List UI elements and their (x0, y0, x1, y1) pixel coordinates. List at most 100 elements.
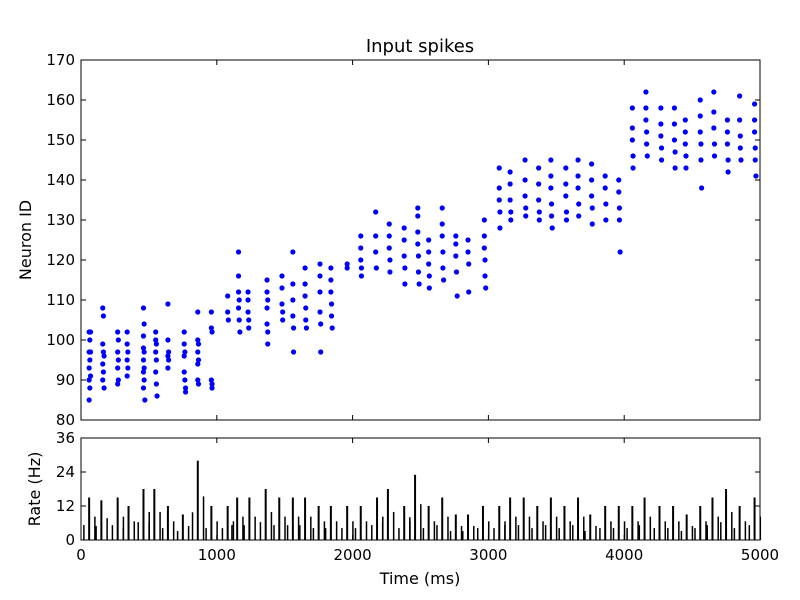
spike-point (576, 201, 582, 207)
rate-y-tick-label: 12 (56, 497, 75, 515)
spike-point (426, 261, 432, 267)
spike-point (208, 309, 214, 315)
rate-bar-secondary (705, 521, 707, 540)
rate-bar-secondary (649, 516, 652, 540)
rate-bar-secondary (83, 525, 85, 540)
spike-point (264, 305, 270, 311)
spike-point (302, 293, 308, 299)
spike-point (141, 349, 147, 355)
rate-bar-secondary (584, 531, 586, 540)
spike-point (165, 365, 171, 371)
rate-bar (329, 506, 332, 540)
rate-bar-secondary (544, 525, 547, 540)
rate-bar-secondary (637, 521, 639, 540)
rate-bar-secondary (205, 528, 207, 540)
rate-x-tick-label: 3000 (469, 546, 507, 564)
spike-point (153, 337, 159, 343)
rate-bar-secondary (354, 528, 357, 540)
spike-point (87, 357, 93, 363)
spike-point (465, 237, 471, 243)
rate-bar (291, 497, 294, 540)
rate-bar-secondary (231, 525, 233, 540)
spike-point (643, 105, 649, 111)
spike-point (737, 93, 743, 99)
rate-bar (414, 474, 417, 540)
rate-bar (563, 506, 566, 540)
spike-point (453, 233, 459, 239)
rate-bar-secondary (476, 528, 479, 540)
spike-point (575, 185, 581, 191)
rate-bar (509, 497, 512, 540)
rate-bar-secondary (572, 525, 574, 540)
raster-y-tick-label: 160 (46, 91, 75, 109)
spike-point (616, 205, 623, 211)
spike-point (589, 205, 595, 211)
spike-point (140, 345, 147, 351)
rate-bar-secondary (517, 525, 520, 540)
spike-point (698, 141, 704, 147)
rate-bar (725, 489, 728, 540)
spike-point (115, 349, 121, 355)
rate-bar-secondary (447, 516, 449, 540)
rate-bar (498, 506, 501, 540)
rate-bar (181, 514, 184, 540)
spike-point (87, 385, 93, 391)
spike-point (100, 305, 106, 311)
rate-bar (386, 489, 389, 540)
rate-bar-secondary (733, 528, 736, 540)
spike-point (87, 373, 94, 379)
spike-point (672, 165, 678, 171)
spike-point (737, 145, 743, 151)
spike-point (671, 137, 678, 143)
spike-point (672, 149, 678, 155)
spike-point (536, 181, 542, 187)
rate-bar (278, 497, 281, 540)
spike-point (508, 209, 514, 215)
rate-bar-secondary (159, 511, 161, 540)
spike-point (165, 337, 171, 343)
spike-point (415, 241, 421, 247)
spike-point (629, 125, 635, 131)
spike-point (602, 173, 608, 179)
rate-bar (738, 506, 741, 540)
rate-bar-secondary (717, 516, 719, 540)
spike-point (563, 209, 570, 215)
rate-panel: Rate (Hz) Time (ms) 0 12 24 36 0 1000 2000 300… (25, 429, 779, 588)
spike-point (280, 309, 286, 315)
rate-bar-secondary (284, 516, 286, 540)
spike-point (416, 281, 422, 287)
spike-point (153, 329, 159, 335)
spike-point (563, 217, 570, 223)
rate-bar (711, 497, 714, 540)
spike-point (290, 297, 296, 303)
spike-point (87, 337, 93, 343)
spike-point (181, 353, 187, 359)
rate-x-tick-label: 4000 (605, 546, 643, 564)
spike-point (711, 125, 717, 131)
spike-point (140, 333, 147, 339)
spike-point (682, 117, 688, 123)
rate-bar (699, 506, 702, 540)
spike-point (317, 309, 323, 315)
rate-bar-secondary (599, 528, 601, 540)
spike-point (265, 329, 271, 335)
spike-point (401, 225, 407, 231)
rate-bar-secondary (122, 528, 125, 540)
rate-bar (88, 497, 91, 540)
spike-point (453, 269, 460, 275)
spike-point (415, 213, 421, 219)
rate-bar-secondary (460, 525, 463, 540)
rate-bar-secondary (270, 511, 273, 540)
rate-bar-secondary (137, 522, 139, 540)
spike-point (563, 165, 569, 171)
spike-point (724, 117, 731, 123)
rate-bar-secondary (297, 516, 300, 540)
spike-point (576, 213, 582, 219)
spike-point (237, 329, 243, 335)
spike-point (87, 349, 94, 355)
spike-point (153, 357, 159, 363)
spike-point (195, 361, 201, 367)
spike-point (724, 141, 731, 147)
rate-bar-secondary (273, 525, 275, 540)
spike-point (115, 377, 121, 383)
